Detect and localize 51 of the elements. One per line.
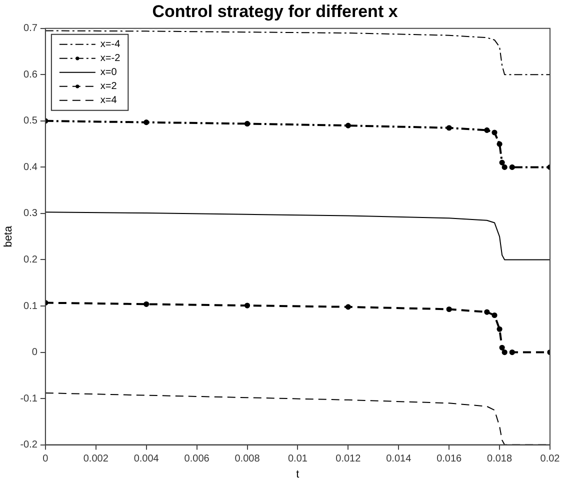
point xyxy=(492,312,498,318)
y-tick-label: 0 xyxy=(32,347,38,358)
y-tick-label: 0.5 xyxy=(24,116,38,127)
y-axis-title: beta xyxy=(2,225,15,248)
point xyxy=(244,302,250,308)
point xyxy=(446,306,452,312)
point xyxy=(244,120,250,127)
point xyxy=(345,304,351,310)
x-tick-label: 0.018 xyxy=(487,454,512,465)
x-tick-label: 0 xyxy=(42,454,49,465)
line-series xyxy=(45,118,550,170)
point xyxy=(502,164,508,170)
legend-label: x=-2 xyxy=(100,53,121,64)
point xyxy=(496,326,502,332)
y-tick-label: -0.1 xyxy=(20,393,38,404)
point xyxy=(509,349,515,356)
y-tick-label: -0.2 xyxy=(20,440,38,451)
x-tick-label: 0.02 xyxy=(540,454,560,465)
legend-label: x=0 xyxy=(100,67,118,78)
point xyxy=(144,120,150,126)
y-tick-label: 0.3 xyxy=(24,208,38,220)
x-tick-label: 0.002 xyxy=(83,454,109,465)
x-tick-label: 0.004 xyxy=(134,454,160,465)
point xyxy=(345,122,351,128)
y-tick-label: 0.6 xyxy=(24,69,38,80)
chart-title: Control strategy for different x xyxy=(152,2,398,21)
y-tick-label: 0.2 xyxy=(24,254,38,266)
x-tick-label: 0.006 xyxy=(184,454,210,465)
x-tick-label: 0.008 xyxy=(234,454,260,465)
point xyxy=(502,349,508,356)
x-axis-title: t xyxy=(296,468,300,480)
x-tick-label: 0.01 xyxy=(288,454,308,465)
legend-label: x=-4 xyxy=(100,39,121,50)
point xyxy=(144,301,150,307)
x-tick-label: 0.016 xyxy=(436,454,462,465)
y-tick-label: 0.4 xyxy=(24,162,38,173)
x-tick-label: 0.014 xyxy=(386,454,412,465)
point xyxy=(499,344,505,350)
point xyxy=(492,130,498,136)
y-tick-label: 0.1 xyxy=(24,300,38,312)
y-tick-label: 0.7 xyxy=(24,23,38,34)
point xyxy=(484,309,490,315)
point xyxy=(499,160,505,166)
line-series xyxy=(45,30,550,76)
point xyxy=(496,141,502,147)
legend-label: x=2 xyxy=(100,81,118,92)
point xyxy=(446,125,452,131)
point xyxy=(509,164,515,170)
point xyxy=(484,127,490,133)
legend-label: x=4 xyxy=(100,95,118,106)
x-tick-label: 0.012 xyxy=(336,454,362,465)
